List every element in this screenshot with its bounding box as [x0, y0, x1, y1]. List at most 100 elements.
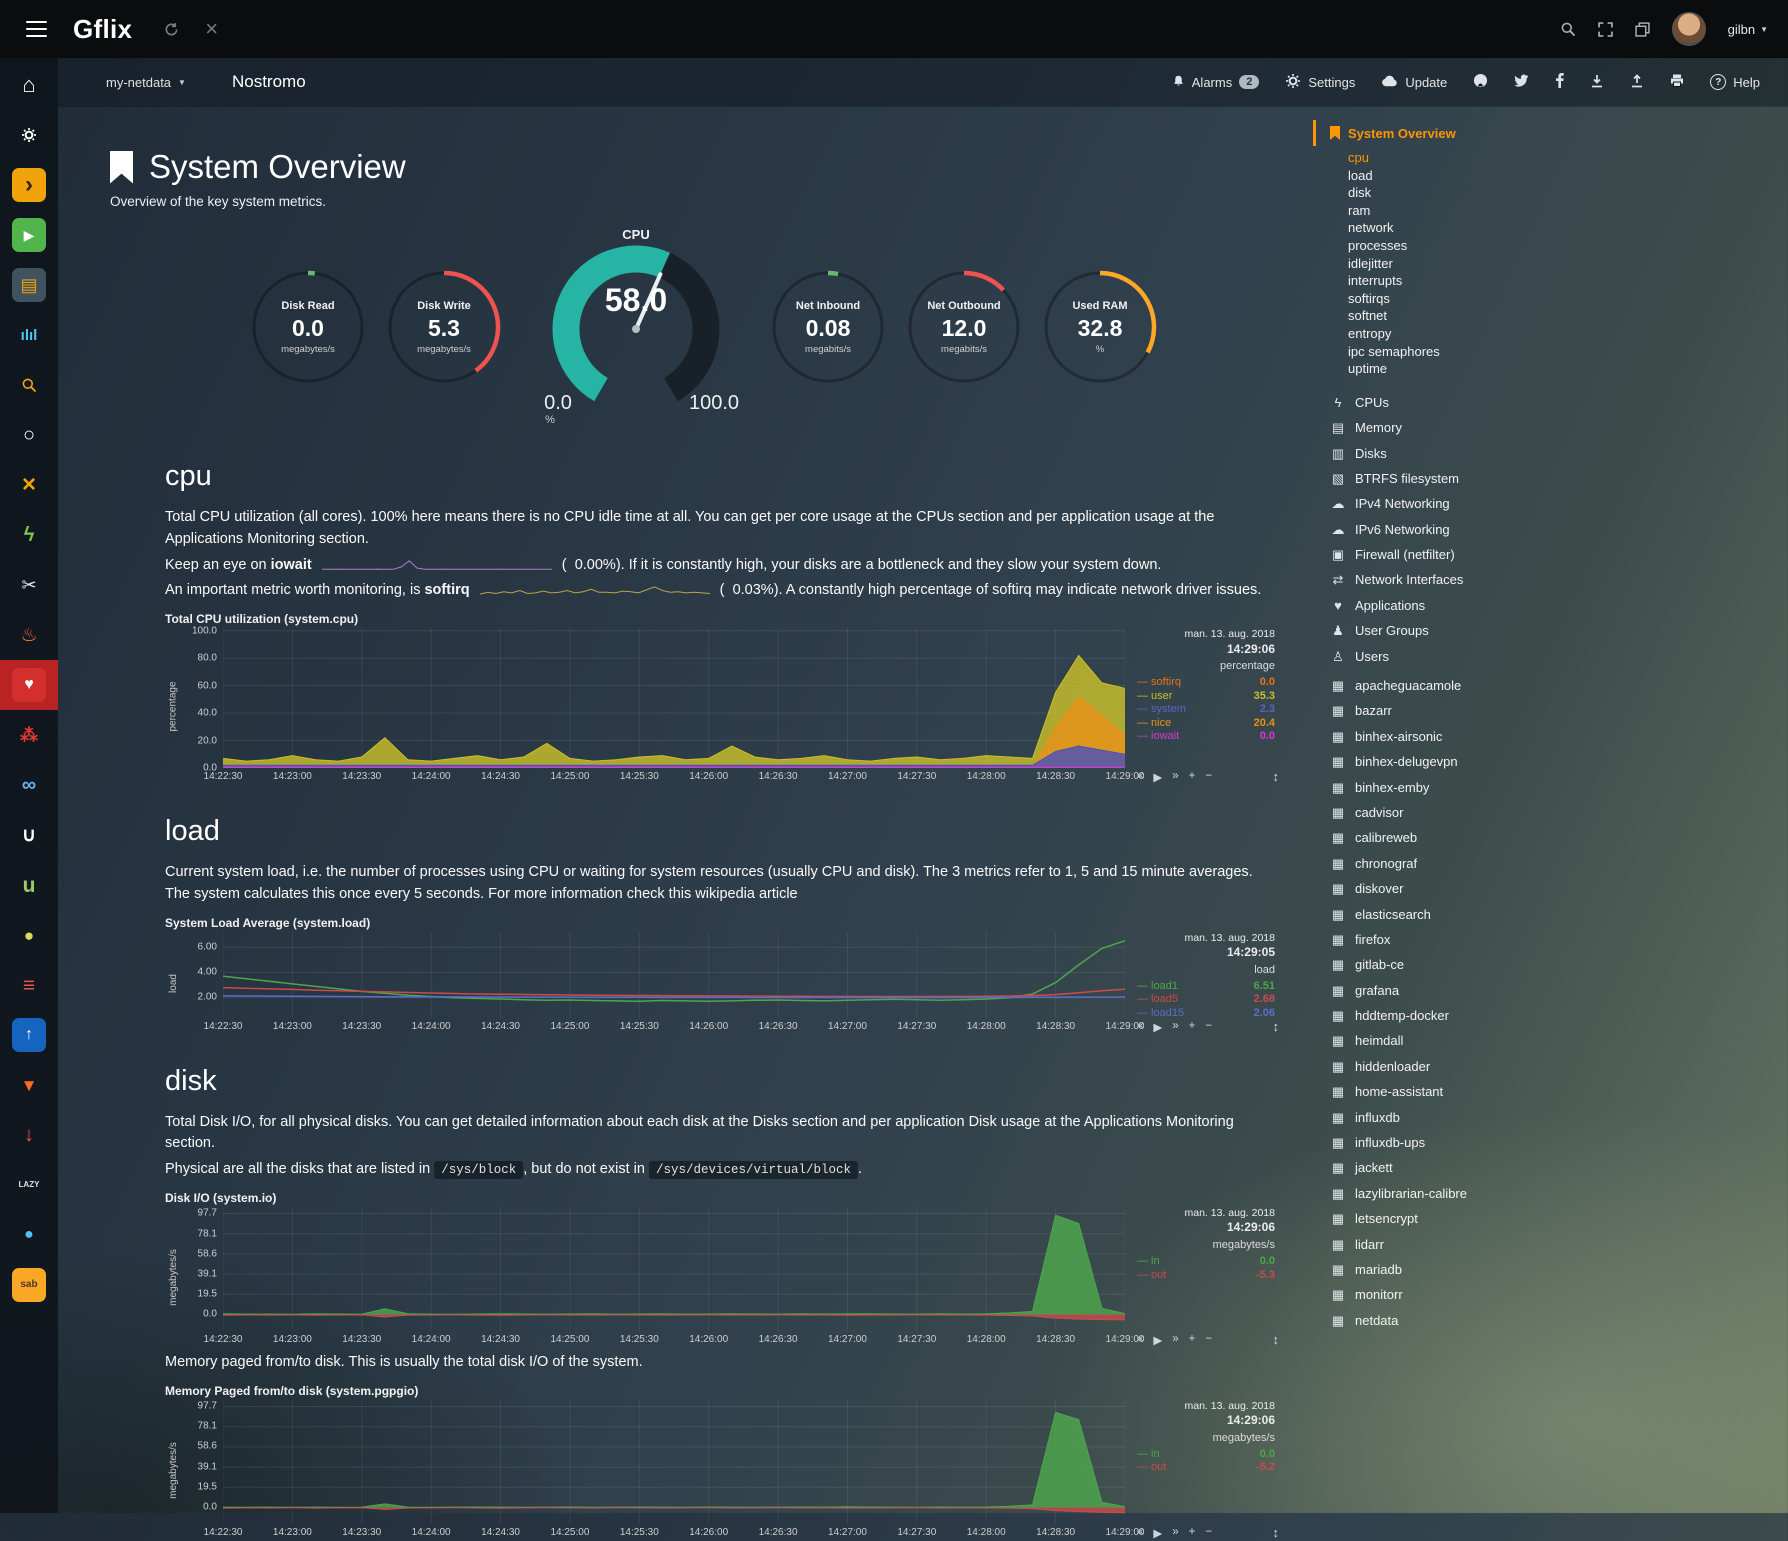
chart-zoom-in-button[interactable]: +	[1189, 770, 1196, 784]
menu-item-system-overview[interactable]: System Overview	[1313, 120, 1775, 146]
chart-resize-handle[interactable]: ↕	[1273, 769, 1280, 784]
chart-pan-right-button[interactable]: »	[1172, 1020, 1178, 1034]
app-menu-item-influxdb-ups[interactable]: ▦influxdb-ups	[1313, 1130, 1775, 1155]
host-dropdown[interactable]: my-netdata ▼	[106, 75, 186, 90]
submenu-item-entropy[interactable]: entropy	[1348, 325, 1775, 343]
app-menu-item-firefox[interactable]: ▦firefox	[1313, 927, 1775, 952]
app-menu-item-heimdall[interactable]: ▦heimdall	[1313, 1028, 1775, 1053]
app-icon-organizr[interactable]: ×	[0, 460, 58, 510]
app-menu-item-home-assistant[interactable]: ▦home-assistant	[1313, 1079, 1775, 1104]
windows-icon[interactable]	[1635, 22, 1650, 37]
submenu-item-cpu[interactable]: cpu	[1348, 149, 1775, 167]
twitter-button[interactable]	[1514, 74, 1529, 90]
chart-play-button[interactable]: ▶	[1153, 770, 1162, 784]
search-icon[interactable]	[1560, 21, 1576, 37]
print-button[interactable]	[1670, 74, 1684, 90]
chart-pan-left-button[interactable]: «	[1137, 1020, 1143, 1034]
submenu-item-softirqs[interactable]: softirqs	[1348, 290, 1775, 308]
app-icon-bars[interactable]: ≡	[0, 960, 58, 1010]
app-menu-item-grafana[interactable]: ▦grafana	[1313, 978, 1775, 1003]
submenu-item-processes[interactable]: processes	[1348, 237, 1775, 255]
hamburger-menu-icon[interactable]	[26, 19, 47, 39]
chart-zoom-in-button[interactable]: +	[1189, 1526, 1196, 1540]
chart-plot[interactable]	[223, 1400, 1125, 1524]
chart-zoom-out-button[interactable]: −	[1205, 1020, 1212, 1034]
app-menu-item-lazylibrarian-calibre[interactable]: ▦lazylibrarian-calibre	[1313, 1181, 1775, 1206]
submenu-item-softnet[interactable]: softnet	[1348, 307, 1775, 325]
chart-pan-right-button[interactable]: »	[1172, 770, 1178, 784]
app-icon-u-white[interactable]: ∪	[0, 810, 58, 860]
menu-item-disks[interactable]: ▥Disks	[1313, 441, 1775, 466]
chart-resize-handle[interactable]: ↕	[1273, 1332, 1280, 1347]
app-icon-down-arrow[interactable]: ↓	[0, 1110, 58, 1160]
app-menu-item-chronograf[interactable]: ▦chronograf	[1313, 851, 1775, 876]
app-icon-search[interactable]	[0, 360, 58, 410]
chart-pan-left-button[interactable]: «	[1137, 770, 1143, 784]
github-button[interactable]	[1473, 73, 1488, 91]
chart-play-button[interactable]: ▶	[1153, 1526, 1162, 1540]
app-menu-item-cadvisor[interactable]: ▦cadvisor	[1313, 800, 1775, 825]
update-button[interactable]: Update	[1381, 75, 1447, 90]
app-icon-gitlab[interactable]: ▼	[0, 1060, 58, 1110]
app-icon-sabnzbd[interactable]: sab	[0, 1260, 58, 1310]
legend-item-out[interactable]: — out-5.3	[1137, 1269, 1275, 1283]
chart-play-button[interactable]: ▶	[1153, 1333, 1162, 1347]
chart-zoom-out-button[interactable]: −	[1205, 770, 1212, 784]
menu-item-btrfs-filesystem[interactable]: ▧BTRFS filesystem	[1313, 466, 1775, 491]
app-icon-soundbars[interactable]: ılıl	[0, 310, 58, 360]
app-menu-item-binhex-delugevpn[interactable]: ▦binhex-delugevpn	[1313, 749, 1775, 774]
app-icon-dot-yellow[interactable]: ●	[0, 910, 58, 960]
app-menu-item-calibreweb[interactable]: ▦calibreweb	[1313, 825, 1775, 850]
app-menu-item-elasticsearch[interactable]: ▦elasticsearch	[1313, 902, 1775, 927]
app-icon-u-green[interactable]: u	[0, 860, 58, 910]
chart-pan-right-button[interactable]: »	[1172, 1333, 1178, 1347]
help-button[interactable]: ? Help	[1710, 74, 1760, 90]
refresh-icon[interactable]	[164, 22, 179, 37]
app-menu-item-mariadb[interactable]: ▦mariadb	[1313, 1257, 1775, 1282]
submenu-item-network[interactable]: network	[1348, 219, 1775, 237]
menu-item-ipv6-networking[interactable]: ☁IPv6 Networking	[1313, 517, 1775, 542]
app-icon-fire[interactable]: ♨	[0, 610, 58, 660]
alarms-button[interactable]: Alarms 2	[1172, 74, 1260, 91]
settings-button[interactable]: Settings	[1285, 73, 1355, 92]
chart-plot[interactable]	[223, 628, 1125, 768]
chart-pan-left-button[interactable]: «	[1137, 1526, 1143, 1540]
app-menu-item-hiddenloader[interactable]: ▦hiddenloader	[1313, 1054, 1775, 1079]
app-menu-item-binhex-emby[interactable]: ▦binhex-emby	[1313, 775, 1775, 800]
app-icon-shield-heart[interactable]: ♥	[0, 660, 58, 710]
chart-zoom-out-button[interactable]: −	[1205, 1526, 1212, 1540]
chart-resize-handle[interactable]: ↕	[1273, 1019, 1280, 1034]
app-menu-item-gitlab-ce[interactable]: ▦gitlab-ce	[1313, 952, 1775, 977]
app-menu-item-netdata[interactable]: ▦netdata	[1313, 1308, 1775, 1333]
chart-zoom-in-button[interactable]: +	[1189, 1333, 1196, 1347]
chart-resize-handle[interactable]: ↕	[1273, 1525, 1280, 1540]
facebook-button[interactable]	[1555, 73, 1564, 91]
chart-plot[interactable]	[223, 932, 1125, 1018]
app-menu-item-letsencrypt[interactable]: ▦letsencrypt	[1313, 1206, 1775, 1231]
chart-zoom-out-button[interactable]: −	[1205, 1333, 1212, 1347]
app-menu-item-monitorr[interactable]: ▦monitorr	[1313, 1282, 1775, 1307]
menu-item-users[interactable]: ♙Users	[1313, 644, 1775, 669]
menu-item-ipv4-networking[interactable]: ☁IPv4 Networking	[1313, 491, 1775, 516]
submenu-item-load[interactable]: load	[1348, 167, 1775, 185]
home-icon[interactable]: ⌂	[0, 60, 58, 110]
app-menu-item-lidarr[interactable]: ▦lidarr	[1313, 1232, 1775, 1257]
close-icon[interactable]: ×	[205, 16, 218, 42]
submenu-item-disk[interactable]: disk	[1348, 184, 1775, 202]
app-icon-emby[interactable]: ▶	[0, 210, 58, 260]
menu-item-applications[interactable]: ♥Applications	[1313, 593, 1775, 618]
menu-item-memory[interactable]: ▤Memory	[1313, 415, 1775, 440]
submenu-item-ipc-semaphores[interactable]: ipc semaphores	[1348, 343, 1775, 361]
chart-zoom-in-button[interactable]: +	[1189, 1020, 1196, 1034]
